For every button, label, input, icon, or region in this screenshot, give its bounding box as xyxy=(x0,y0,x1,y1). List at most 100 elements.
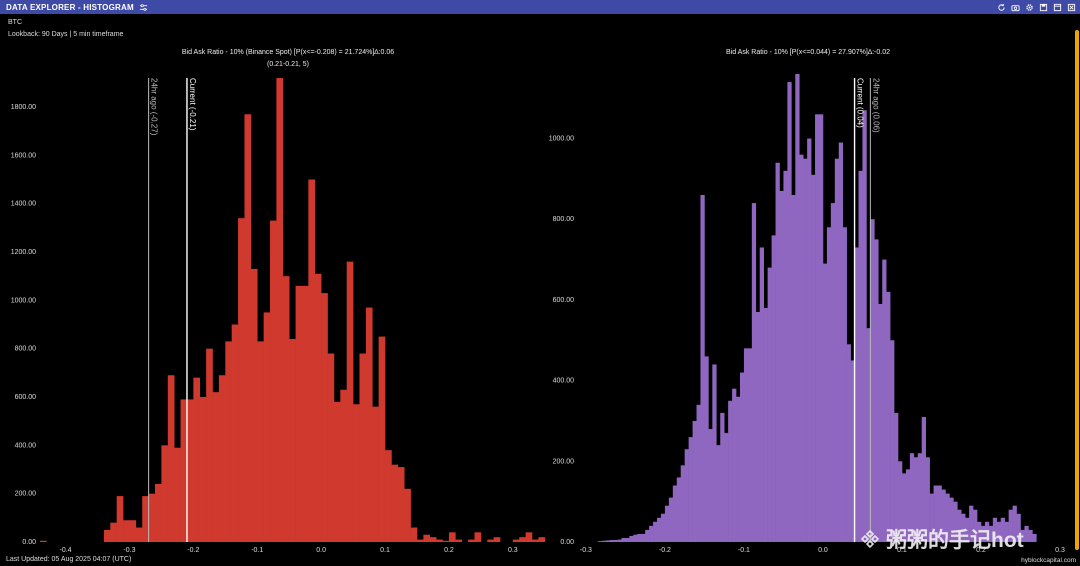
right-histogram-bar xyxy=(771,235,776,543)
left-chart-title: Bid Ask Ratio - 10% (Binance Spot) [P(x<… xyxy=(182,49,394,56)
right-histogram-bar xyxy=(728,400,733,542)
left-histogram-bar xyxy=(493,537,501,542)
gear-icon[interactable] xyxy=(1025,3,1034,12)
right-histogram-bar xyxy=(1020,529,1025,542)
left-histogram-bar xyxy=(161,445,169,542)
left-histogram-bar xyxy=(333,401,341,542)
left-current-line-label: Current (-0.21) xyxy=(188,78,197,131)
left-histogram-bar xyxy=(289,339,296,542)
right-histogram-bar xyxy=(660,513,666,542)
right-histogram-bar xyxy=(890,340,895,542)
right-histogram-bar xyxy=(870,219,875,542)
left-histogram: Bid Ask Ratio - 10% (Binance Spot) [P(x<… xyxy=(11,49,546,554)
right-y-tick-label: 600.00 xyxy=(553,297,575,304)
right-histogram-bar xyxy=(609,539,614,542)
right-histogram-bar xyxy=(708,429,713,542)
right-histogram-bar xyxy=(996,521,1002,542)
right-histogram-bar xyxy=(937,485,942,542)
left-histogram-bar xyxy=(519,537,526,542)
left-histogram-bar xyxy=(308,179,316,542)
window-title-area: DATA EXPLORER - HISTOGRAM xyxy=(6,3,148,12)
right-histogram-bar xyxy=(933,485,938,542)
left-histogram-bar xyxy=(353,404,360,542)
left-histogram-bar xyxy=(123,520,130,542)
right-histogram-bar xyxy=(700,195,705,542)
right-histogram-bar xyxy=(657,517,662,542)
right-current-line-label: Current (0.04) xyxy=(856,78,865,128)
left-histogram-bar xyxy=(346,261,354,542)
right-ago-line-label: 24hr ago (0.06) xyxy=(871,78,880,133)
left-histogram-bar xyxy=(40,540,47,542)
right-histogram-bar xyxy=(866,328,871,542)
left-y-tick-label: 1800.00 xyxy=(11,104,36,111)
left-y-tick-label: 1600.00 xyxy=(11,152,36,159)
left-histogram-bar xyxy=(397,467,405,542)
left-histogram-bar xyxy=(231,324,239,542)
left-histogram-bar xyxy=(186,399,194,542)
right-histogram-bar xyxy=(941,489,946,542)
save-icon[interactable] xyxy=(1039,3,1048,12)
right-histogram-bar xyxy=(605,540,610,542)
ticker-label: BTC xyxy=(8,19,22,26)
settings-sliders-icon[interactable] xyxy=(139,3,148,12)
left-histogram-bar xyxy=(327,353,335,542)
right-y-tick-label: 800.00 xyxy=(553,216,575,223)
right-histogram-bar xyxy=(621,537,626,542)
right-histogram-bar xyxy=(1028,529,1033,542)
left-histogram-bar xyxy=(487,539,494,542)
left-x-tick-label: 0.1 xyxy=(380,547,390,554)
left-histogram-bar xyxy=(525,532,533,542)
watermark: 粥粥的手记hot xyxy=(860,524,1024,554)
right-histogram-bar xyxy=(965,517,970,542)
right-histogram-bar xyxy=(945,493,950,542)
left-histogram-bar xyxy=(167,375,175,542)
left-histogram-bar xyxy=(378,336,386,542)
left-histogram-bar xyxy=(199,397,207,542)
left-histogram-bar xyxy=(212,392,220,542)
left-histogram-bar xyxy=(180,399,188,542)
camera-icon[interactable] xyxy=(1011,3,1020,12)
left-histogram-bar xyxy=(295,285,303,542)
right-histogram-bar xyxy=(720,412,725,542)
left-histogram-bar xyxy=(135,527,143,542)
right-histogram-bar xyxy=(917,453,923,542)
left-y-tick-label: 0.00 xyxy=(22,539,36,546)
right-histogram-bar xyxy=(617,539,622,542)
right-histogram-bar xyxy=(807,138,812,543)
left-y-tick-label: 200.00 xyxy=(15,491,37,498)
refresh-icon[interactable] xyxy=(997,3,1006,12)
left-histogram-bar xyxy=(538,537,546,542)
right-histogram-bar xyxy=(763,307,768,542)
left-histogram-bar xyxy=(416,539,424,542)
left-histogram-bar xyxy=(359,353,367,542)
right-histogram-bar xyxy=(1004,521,1009,542)
right-histogram-bar xyxy=(629,535,634,542)
right-histogram-bar xyxy=(957,509,962,542)
left-histogram-bar xyxy=(321,293,328,542)
left-y-tick-label: 600.00 xyxy=(15,394,37,401)
right-x-tick-label: 0.3 xyxy=(1055,547,1065,554)
right-histogram-bar xyxy=(1024,525,1029,542)
right-histogram-bar xyxy=(696,404,701,542)
right-histogram-bar xyxy=(803,158,808,542)
right-histogram-bar xyxy=(953,501,958,542)
right-histogram-bar xyxy=(680,465,685,542)
right-x-tick-label: -0.1 xyxy=(738,547,750,554)
left-histogram-bar xyxy=(314,273,322,542)
left-x-tick-label: 0.3 xyxy=(508,547,518,554)
vertical-scrollbar[interactable] xyxy=(1075,30,1079,550)
left-y-tick-label: 1200.00 xyxy=(11,249,36,256)
right-histogram-bar xyxy=(822,263,828,542)
right-histogram-bar xyxy=(779,190,784,542)
close-icon[interactable] xyxy=(1067,3,1076,12)
window-titlebar: DATA EXPLORER - HISTOGRAM xyxy=(0,0,1080,14)
left-histogram-bar xyxy=(455,539,463,542)
left-x-tick-label: -0.3 xyxy=(123,547,135,554)
right-histogram-bar xyxy=(961,513,966,542)
left-histogram-bar xyxy=(206,348,213,542)
right-histogram-bar xyxy=(905,469,911,542)
right-histogram-bar xyxy=(795,73,800,543)
window-icon[interactable] xyxy=(1053,3,1062,12)
right-histogram-bar xyxy=(913,457,919,542)
left-histogram-bar xyxy=(129,520,137,542)
